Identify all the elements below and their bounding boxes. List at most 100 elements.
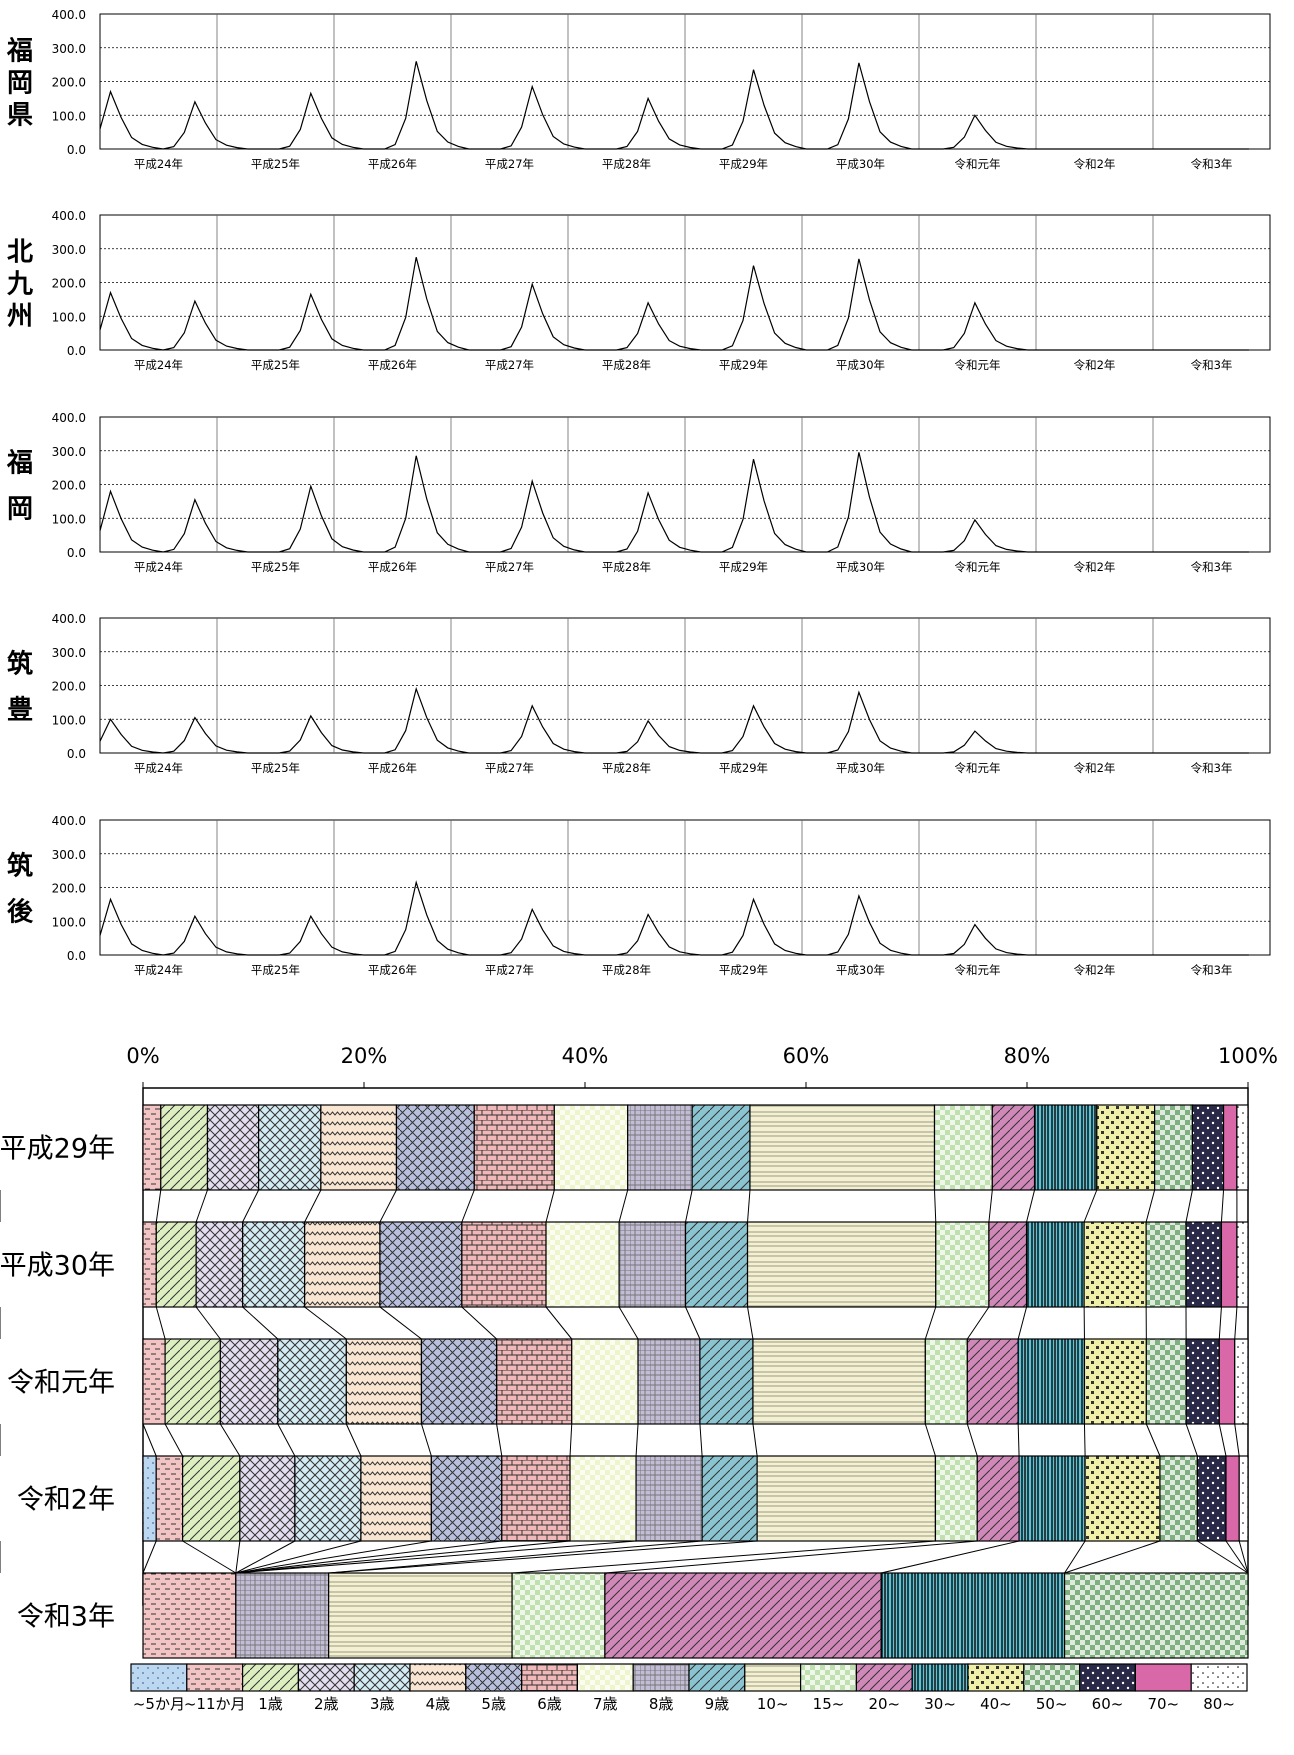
series-connector bbox=[1146, 1424, 1160, 1456]
x-axis-percent-label: 0% bbox=[126, 1044, 159, 1068]
legend-label: 15~ bbox=[813, 1695, 845, 1713]
y-tick-label: 400.0 bbox=[52, 209, 86, 223]
series-connector bbox=[1065, 1541, 1160, 1573]
bar-segment bbox=[757, 1456, 935, 1541]
bar-segment bbox=[925, 1339, 967, 1424]
series-connector bbox=[1226, 1541, 1248, 1573]
bar-segment bbox=[161, 1105, 208, 1190]
x-tick-label: 平成25年 bbox=[251, 560, 300, 574]
series-connector bbox=[1186, 1190, 1192, 1222]
x-tick-label: 令和3年 bbox=[1191, 560, 1233, 574]
bar-segment bbox=[497, 1339, 572, 1424]
x-tick-label: 令和3年 bbox=[1191, 358, 1233, 372]
bar-segment bbox=[165, 1339, 220, 1424]
x-tick-label: 平成29年 bbox=[719, 358, 768, 372]
y-tick-label: 100.0 bbox=[52, 109, 86, 123]
series-connector bbox=[183, 1541, 236, 1573]
bar-segment bbox=[462, 1222, 546, 1307]
bar-segment bbox=[380, 1222, 462, 1307]
series-connector bbox=[546, 1307, 572, 1339]
series-connector bbox=[305, 1190, 321, 1222]
bar-segment bbox=[628, 1105, 692, 1190]
bar-segment bbox=[1221, 1222, 1237, 1307]
series-connector bbox=[462, 1190, 474, 1222]
bar-segment bbox=[143, 1573, 236, 1658]
series-connector bbox=[1065, 1541, 1086, 1573]
series-connector bbox=[1219, 1307, 1221, 1339]
x-axis-percent-label: 80% bbox=[1004, 1044, 1051, 1068]
x-tick-label: 平成26年 bbox=[368, 358, 417, 372]
bar-segment bbox=[502, 1456, 570, 1541]
bar-segment bbox=[1186, 1339, 1219, 1424]
legend-swatch bbox=[912, 1664, 968, 1691]
x-tick-label: 平成30年 bbox=[836, 560, 885, 574]
series-connector bbox=[881, 1541, 1019, 1573]
series-connector bbox=[967, 1424, 977, 1456]
x-tick-label: 平成28年 bbox=[602, 761, 651, 775]
bar-segment bbox=[1146, 1339, 1186, 1424]
bar-segment bbox=[295, 1456, 361, 1541]
series-connector bbox=[1235, 1307, 1237, 1339]
x-tick-label: 令和元年 bbox=[955, 761, 1001, 775]
legend-label: ~11か月 bbox=[184, 1695, 246, 1713]
x-axis-percent-label: 20% bbox=[341, 1044, 388, 1068]
x-tick-label: 平成30年 bbox=[836, 761, 885, 775]
series-connector bbox=[925, 1307, 935, 1339]
x-tick-label: 令和2年 bbox=[1074, 560, 1116, 574]
x-tick-label: 平成28年 bbox=[602, 560, 651, 574]
x-tick-label: 令和2年 bbox=[1074, 963, 1116, 977]
bar-segment bbox=[1192, 1105, 1223, 1190]
bar-segment bbox=[278, 1339, 347, 1424]
line-panel-2: 400.0300.0200.0100.00.0平成24年平成25年平成26年平成… bbox=[6, 209, 1270, 372]
series-connector bbox=[165, 1424, 183, 1456]
series-connector bbox=[220, 1424, 240, 1456]
bar-category-label: 令和2年 bbox=[17, 1485, 115, 1516]
x-tick-label: 令和3年 bbox=[1191, 761, 1233, 775]
bar-segment bbox=[431, 1456, 501, 1541]
region-label-char: 福 bbox=[6, 37, 33, 67]
bar-segment bbox=[183, 1456, 240, 1541]
legend-label: 6歳 bbox=[537, 1695, 562, 1713]
legend-label: 40~ bbox=[980, 1695, 1012, 1713]
bar-segment bbox=[236, 1573, 329, 1658]
y-tick-label: 400.0 bbox=[52, 8, 86, 22]
legend-label: 10~ bbox=[757, 1695, 789, 1713]
series-connector bbox=[546, 1190, 554, 1222]
series-connector bbox=[1084, 1190, 1097, 1222]
legend-swatch bbox=[131, 1664, 187, 1691]
series-connector bbox=[1018, 1424, 1019, 1456]
series-connector bbox=[1186, 1424, 1197, 1456]
bar-segment bbox=[554, 1105, 627, 1190]
x-tick-label: 平成26年 bbox=[368, 761, 417, 775]
x-axis-percent-label: 100% bbox=[1218, 1044, 1278, 1068]
legend-swatch bbox=[577, 1664, 633, 1691]
series-connector bbox=[305, 1307, 347, 1339]
bar-segment bbox=[143, 1222, 156, 1307]
series-connector bbox=[748, 1307, 753, 1339]
series-connector bbox=[1219, 1424, 1226, 1456]
bar-segment bbox=[936, 1222, 989, 1307]
legend-swatch bbox=[1024, 1664, 1080, 1691]
bar-segment bbox=[143, 1339, 165, 1424]
bar-segment bbox=[512, 1573, 605, 1658]
x-tick-label: 平成30年 bbox=[836, 157, 885, 171]
series-connector bbox=[686, 1307, 700, 1339]
legend-label: 2歳 bbox=[314, 1695, 339, 1713]
x-tick-label: 令和2年 bbox=[1074, 761, 1116, 775]
bar-segment bbox=[1224, 1105, 1237, 1190]
legend-label: 5歳 bbox=[481, 1695, 506, 1713]
bar-segment bbox=[143, 1105, 161, 1190]
legend-swatch bbox=[522, 1664, 578, 1691]
series-connector bbox=[1027, 1190, 1035, 1222]
bar-segment bbox=[935, 1456, 977, 1541]
bar-segment bbox=[1018, 1339, 1084, 1424]
bar-segment bbox=[1239, 1456, 1248, 1541]
bar-category-label: 令和3年 bbox=[17, 1602, 115, 1633]
x-tick-label: 平成27年 bbox=[485, 963, 534, 977]
y-tick-label: 0.0 bbox=[67, 949, 86, 963]
series-connector bbox=[497, 1424, 502, 1456]
x-tick-label: 平成25年 bbox=[251, 157, 300, 171]
bar-segment bbox=[748, 1222, 936, 1307]
series-connector bbox=[278, 1424, 295, 1456]
series-connector bbox=[346, 1424, 361, 1456]
